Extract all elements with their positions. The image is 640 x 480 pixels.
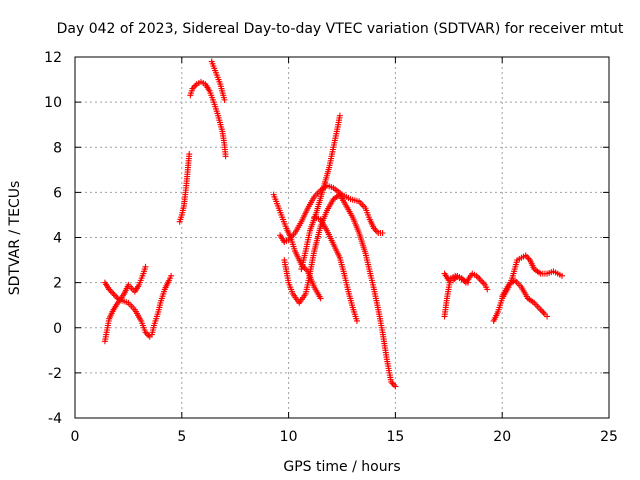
grid-lines xyxy=(75,57,609,418)
y-tick-label: 10 xyxy=(44,95,62,111)
axis-ticks xyxy=(74,56,610,419)
data-point xyxy=(222,153,229,160)
series-arc-2 xyxy=(101,263,149,345)
y-tick-label: 6 xyxy=(53,185,62,201)
series-arc-1 xyxy=(101,279,153,340)
data-point xyxy=(544,313,551,320)
data-points xyxy=(101,58,566,390)
data-point xyxy=(353,317,360,324)
data-point xyxy=(317,295,324,302)
y-tick-label: -4 xyxy=(48,411,62,427)
y-tick-label: 12 xyxy=(44,50,62,66)
data-point xyxy=(221,96,228,103)
y-tick-labels: -4 -2 0 2 4 6 8 10 12 xyxy=(44,50,62,427)
y-tick-label: 2 xyxy=(53,276,62,292)
x-tick-label: 20 xyxy=(493,429,511,445)
data-point xyxy=(186,151,193,158)
data-point xyxy=(484,286,491,293)
x-tick-labels: 0 5 10 15 20 25 xyxy=(71,429,618,445)
series-arc-4 xyxy=(176,151,193,225)
y-tick-label: 8 xyxy=(53,140,62,156)
data-point xyxy=(336,112,343,119)
series-arc-15 xyxy=(499,277,551,320)
data-point xyxy=(142,263,149,270)
y-tick-label: 0 xyxy=(53,321,62,337)
series-arc-3 xyxy=(148,272,175,338)
y-tick-label: 4 xyxy=(53,231,62,247)
chart-title: Day 042 of 2023, Sidereal Day-to-day VTE… xyxy=(57,21,624,37)
series-arc-11 xyxy=(311,214,360,324)
series-arc-6 xyxy=(208,58,228,103)
series-arc-13 xyxy=(441,270,491,293)
series-arc-10 xyxy=(298,112,343,273)
x-tick-label: 10 xyxy=(280,429,298,445)
series-arc-9 xyxy=(281,191,399,390)
data-point xyxy=(168,272,175,279)
x-tick-label: 0 xyxy=(71,429,80,445)
data-point xyxy=(392,383,399,390)
x-tick-label: 15 xyxy=(386,429,404,445)
y-axis-label: SDTVAR / TECUs xyxy=(7,181,23,296)
y-tick-label: -2 xyxy=(48,366,62,382)
data-point xyxy=(559,272,566,279)
series-arc-5 xyxy=(187,78,229,160)
data-point xyxy=(379,229,386,236)
x-tick-label: 5 xyxy=(177,429,186,445)
series-arc-8 xyxy=(277,182,386,246)
x-axis-label: GPS time / hours xyxy=(283,459,400,475)
x-tick-label: 25 xyxy=(600,429,618,445)
